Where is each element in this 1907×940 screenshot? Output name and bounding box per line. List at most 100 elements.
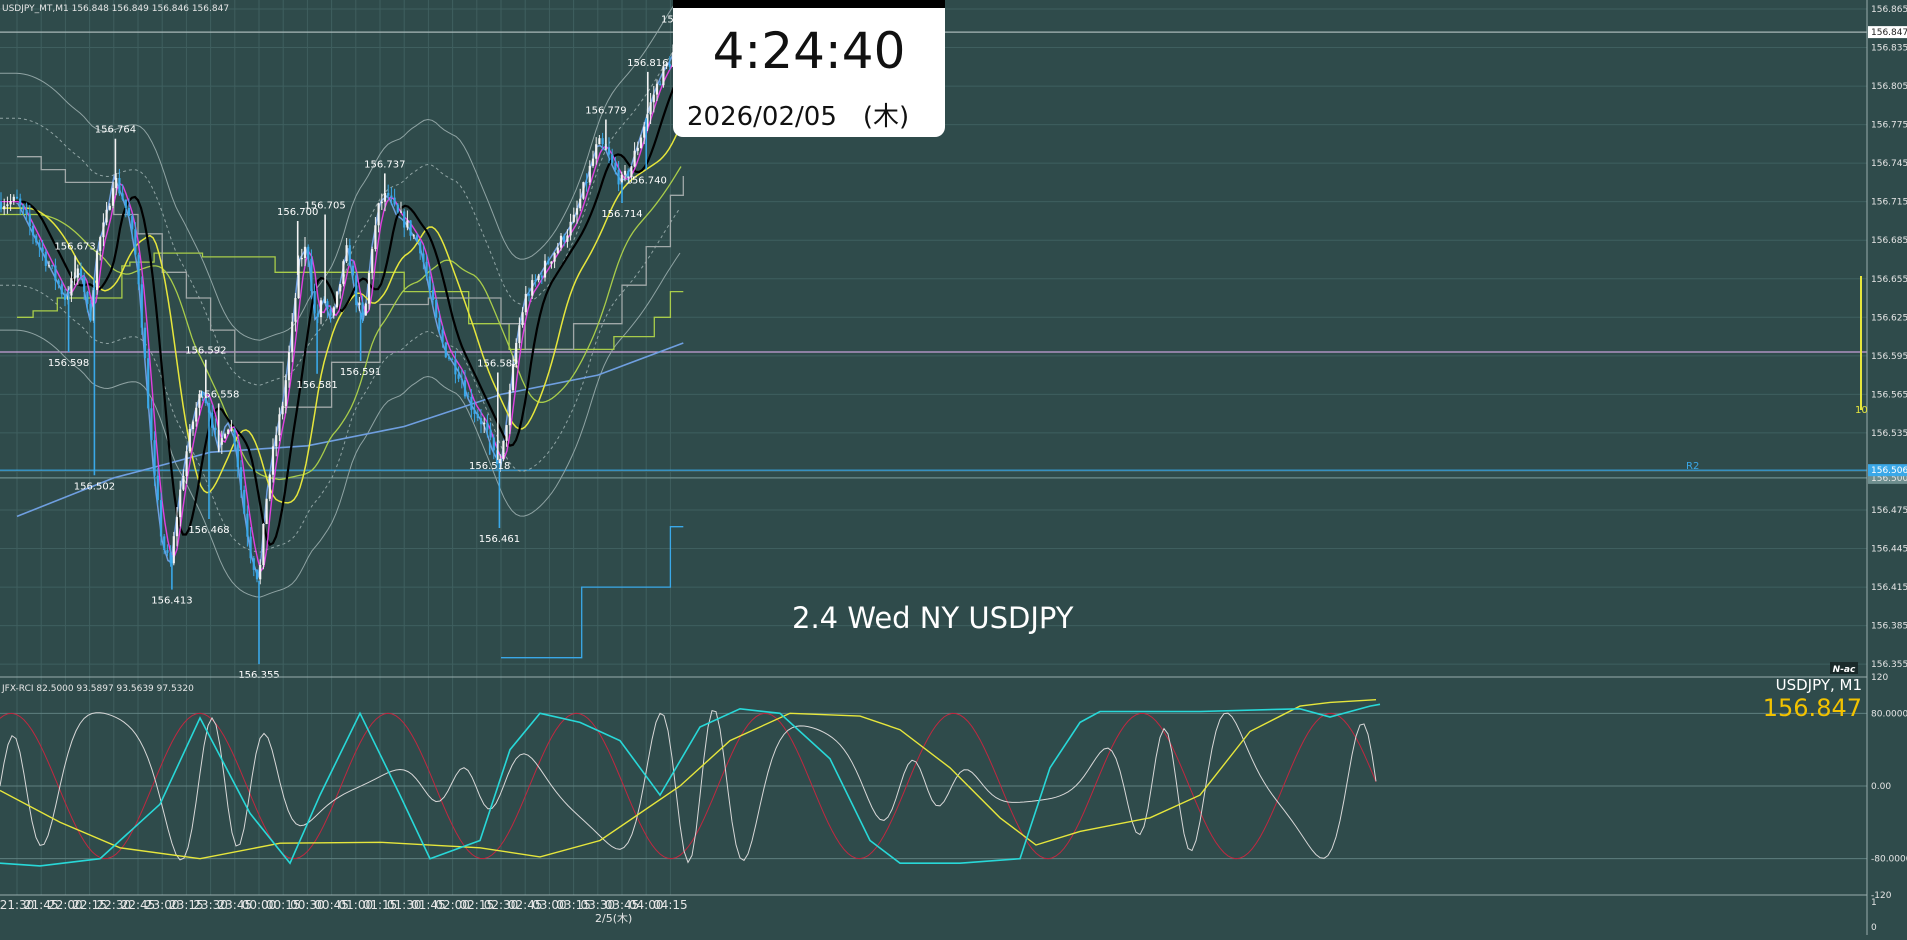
candle-body[interactable] <box>473 410 476 414</box>
candle-body[interactable] <box>278 414 281 436</box>
candle-body[interactable] <box>179 489 182 518</box>
candle-body[interactable] <box>265 498 268 524</box>
candle-body[interactable] <box>169 552 172 564</box>
candle-body[interactable] <box>275 435 278 447</box>
candle-body[interactable] <box>89 303 92 321</box>
candle-body[interactable] <box>12 196 15 201</box>
candle-body[interactable] <box>246 513 249 537</box>
candle-body[interactable] <box>313 291 316 314</box>
candle-body[interactable] <box>486 422 489 430</box>
candle-body[interactable] <box>44 251 47 266</box>
candle-body[interactable] <box>303 246 307 258</box>
candle-body[interactable] <box>22 205 25 210</box>
candle-body[interactable] <box>483 422 486 425</box>
candle-body[interactable] <box>390 195 393 198</box>
candle-body[interactable] <box>367 272 371 304</box>
candle-body[interactable] <box>454 359 457 375</box>
candle-body[interactable] <box>185 451 188 476</box>
candle-body[interactable] <box>502 440 505 459</box>
candle-body[interactable] <box>361 302 364 316</box>
candle-body[interactable] <box>0 201 3 210</box>
candle-body[interactable] <box>409 220 412 236</box>
candle-body[interactable] <box>35 235 38 243</box>
candle-body[interactable] <box>435 300 438 318</box>
candle-body[interactable] <box>470 396 473 411</box>
candle-body[interactable] <box>115 178 118 189</box>
candle-body[interactable] <box>412 235 415 237</box>
candle-body[interactable] <box>441 329 444 343</box>
candle-body[interactable] <box>406 220 409 228</box>
candle-body[interactable] <box>19 198 22 206</box>
candle-body[interactable] <box>73 277 76 279</box>
candle-body[interactable] <box>310 258 313 291</box>
candle-body[interactable] <box>262 524 265 565</box>
candle-body[interactable] <box>393 197 396 205</box>
candle-body[interactable] <box>348 245 351 266</box>
candle-body[interactable] <box>233 429 236 445</box>
candle-body[interactable] <box>543 260 547 278</box>
candle-body[interactable] <box>108 205 111 210</box>
candle-body[interactable] <box>150 408 153 441</box>
candle-body[interactable] <box>582 182 585 199</box>
candle-body[interactable] <box>431 290 435 300</box>
candle-body[interactable] <box>419 241 422 254</box>
candle-body[interactable] <box>159 500 163 537</box>
candle-body[interactable] <box>243 489 246 514</box>
candle-body[interactable] <box>377 203 380 226</box>
candle-body[interactable] <box>524 293 527 313</box>
candle-body[interactable] <box>201 394 204 396</box>
candle-body[interactable] <box>143 327 147 359</box>
candle-body[interactable] <box>403 211 406 228</box>
candle-body[interactable] <box>339 284 342 292</box>
candle-body[interactable] <box>428 276 431 291</box>
candle-body[interactable] <box>342 261 345 285</box>
candle-body[interactable] <box>499 458 502 464</box>
candle-body[interactable] <box>259 565 262 580</box>
candle-body[interactable] <box>508 390 511 426</box>
candle-body[interactable] <box>204 395 207 404</box>
candle-body[interactable] <box>172 536 175 564</box>
candle-body[interactable] <box>451 358 454 360</box>
candle-body[interactable] <box>211 412 214 428</box>
candle-body[interactable] <box>505 425 508 441</box>
candle-body[interactable] <box>83 276 86 292</box>
candle-body[interactable] <box>9 201 12 205</box>
candle-body[interactable] <box>323 300 326 302</box>
candle-body[interactable] <box>297 259 300 299</box>
candle-body[interactable] <box>147 358 150 409</box>
candle-body[interactable] <box>358 302 361 306</box>
candle-body[interactable] <box>655 83 659 95</box>
candle-body[interactable] <box>134 229 137 255</box>
candle-body[interactable] <box>371 249 374 273</box>
candle-body[interactable] <box>188 429 191 452</box>
candle-body[interactable] <box>51 265 54 267</box>
candle-body[interactable] <box>95 251 99 291</box>
candle-body[interactable] <box>444 342 447 358</box>
candle-body[interactable] <box>25 209 28 215</box>
candle-body[interactable] <box>611 154 614 163</box>
candle-body[interactable] <box>227 429 230 435</box>
candle-body[interactable] <box>617 169 620 185</box>
candle-body[interactable] <box>118 178 121 194</box>
candle-body[interactable] <box>639 137 643 148</box>
candle-body[interactable] <box>425 261 428 277</box>
candle-body[interactable] <box>527 293 531 296</box>
candle-body[interactable] <box>422 253 425 262</box>
candle-body[interactable] <box>105 209 108 223</box>
candle-body[interactable] <box>291 321 294 352</box>
candle-body[interactable] <box>220 438 223 445</box>
candle-body[interactable] <box>559 235 563 248</box>
candle-body[interactable] <box>57 280 60 285</box>
candle-body[interactable] <box>102 222 105 238</box>
candle-body[interactable] <box>492 437 495 451</box>
candle-body[interactable] <box>457 374 460 379</box>
candle-body[interactable] <box>47 265 51 267</box>
candle-body[interactable] <box>121 193 124 200</box>
candle-body[interactable] <box>572 214 575 222</box>
candle-body[interactable] <box>659 83 662 86</box>
candle-body[interactable] <box>614 162 617 170</box>
candle-body[interactable] <box>63 294 67 300</box>
candle-body[interactable] <box>15 196 19 199</box>
candle-body[interactable] <box>438 317 441 330</box>
